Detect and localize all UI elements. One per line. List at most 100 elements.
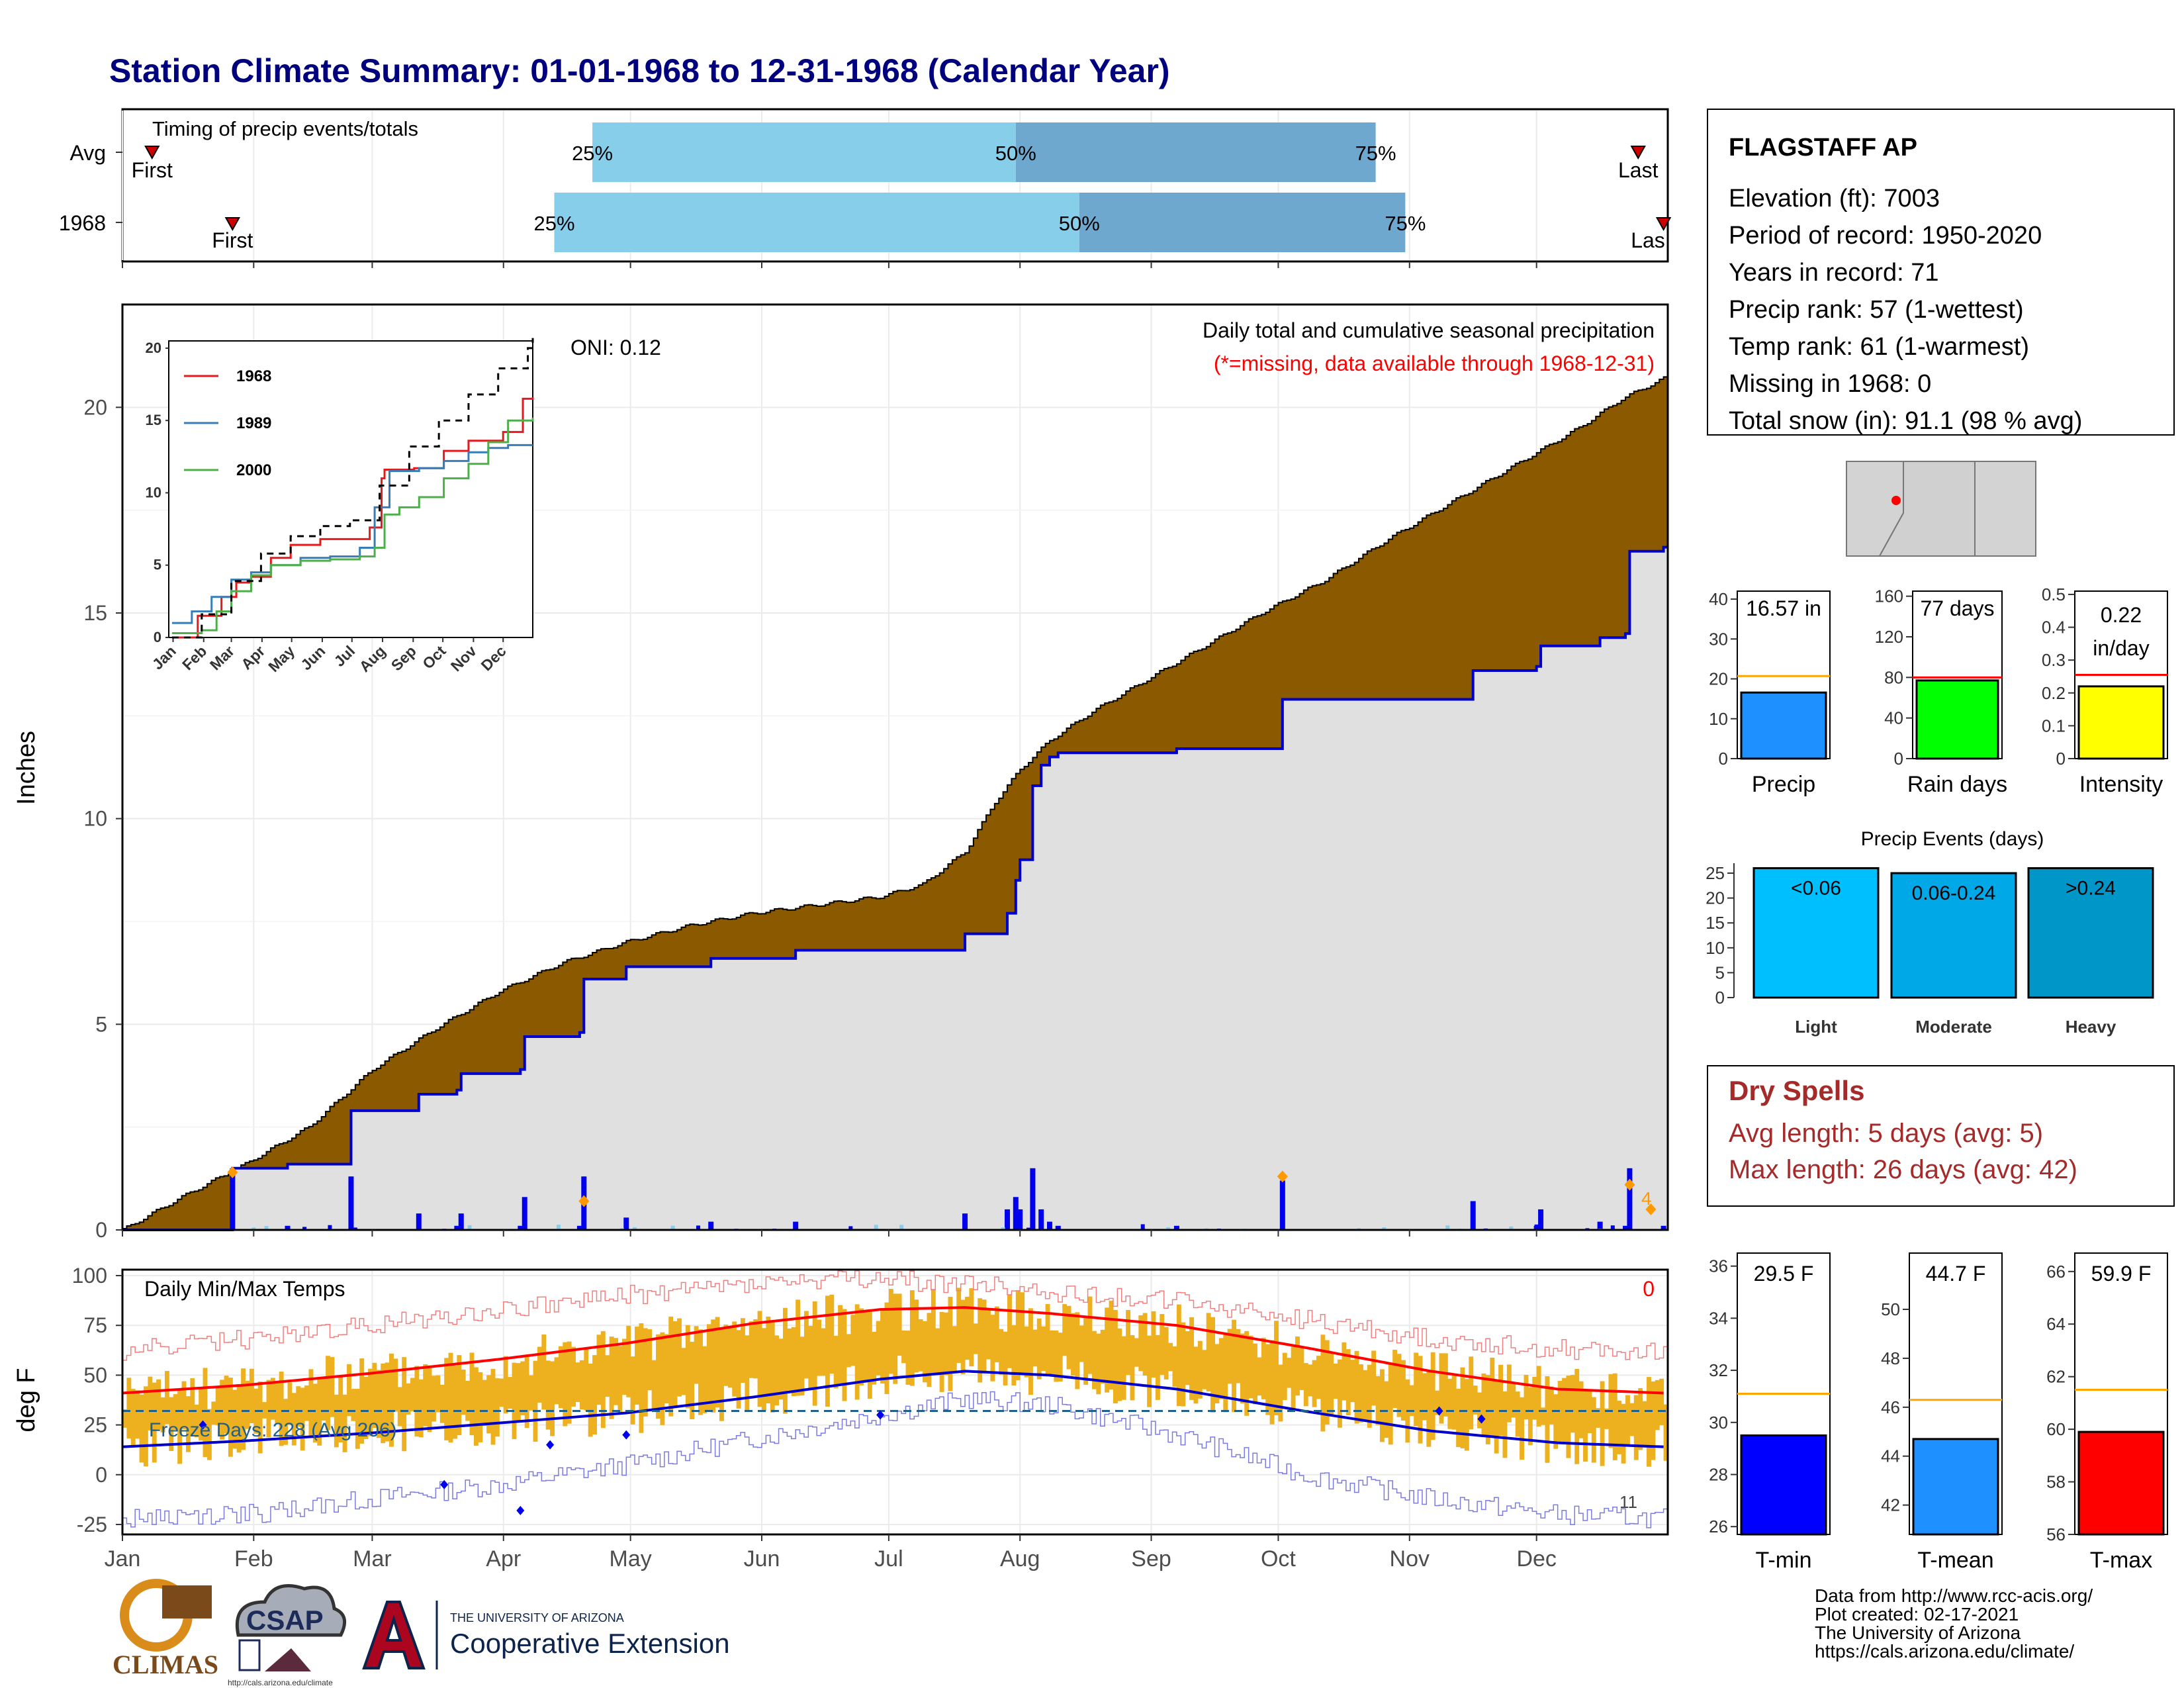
daily-temp-bar [236, 1384, 242, 1453]
daily-temp-bar [888, 1289, 893, 1374]
dry-spells-avg: Avg length: 5 days (avg: 5) [1729, 1119, 2043, 1148]
inset-ytick-label: 5 [154, 557, 161, 573]
small-bar-ytick-label: 44 [1881, 1446, 1900, 1466]
daily-temp-bar [833, 1335, 839, 1389]
daily-temp-bar [719, 1327, 724, 1421]
daily-temp-bar [376, 1370, 381, 1438]
daily-temp-bar [181, 1381, 187, 1430]
daily-temp-bar [1066, 1305, 1071, 1370]
daily-temp-bar [1100, 1329, 1105, 1384]
station-line-precip-rank: Precip rank: 57 (1-wettest) [1729, 296, 2024, 324]
dry-spells-frame [1707, 1065, 2175, 1207]
daily-temp-bar [385, 1362, 390, 1442]
daily-temp-bar [1181, 1322, 1186, 1407]
daily-temp-bar [1155, 1335, 1160, 1400]
daily-temp-bar [537, 1346, 542, 1403]
inset-legend-label: 1968 [236, 367, 271, 385]
daily-temp-bar [275, 1382, 280, 1425]
daily-precip-bar [1279, 1180, 1285, 1230]
daily-temp-bar [1460, 1367, 1465, 1448]
inset-ytick-label: 0 [154, 629, 161, 645]
daily-temp-bar [935, 1328, 940, 1375]
daily-temp-bar [304, 1385, 309, 1421]
daily-temp-bar [1223, 1333, 1228, 1413]
daily-temp-bar [1210, 1317, 1215, 1413]
daily-temp-bar [1117, 1328, 1122, 1401]
timing-first-marker [144, 146, 160, 160]
daily-precip-bar [1661, 1225, 1666, 1230]
daily-temp-bar [567, 1341, 572, 1424]
daily-precip-bar [1017, 1209, 1023, 1230]
daily-temp-bar [541, 1334, 547, 1410]
daily-temp-bar [291, 1393, 296, 1446]
daily-temp-bar [1024, 1326, 1029, 1378]
timing-first-marker [224, 217, 241, 232]
timing-bar-q50-q75 [1015, 122, 1376, 182]
footer-line-2: Plot created: 02-17-2021 [1815, 1604, 2019, 1624]
station-name: FLAGSTAFF AP [1729, 134, 1917, 162]
timing-q25-label: 25% [572, 142, 613, 165]
daily-temp-bar [1287, 1358, 1292, 1388]
daily-temp-bar [939, 1311, 944, 1392]
daily-temp-bar [1536, 1366, 1541, 1427]
small-bar-value [1915, 679, 1999, 760]
daily-precip-bar [1623, 1225, 1629, 1230]
daily-temp-bar [923, 1321, 927, 1383]
dry-spells-max: Max length: 26 days (avg: 42) [1729, 1155, 2077, 1184]
map-state-east [1974, 461, 2036, 557]
daily-temp-bar [677, 1318, 682, 1397]
daily-temp-bar [152, 1382, 157, 1463]
daily-temp-bar [808, 1326, 813, 1388]
small-bar-ytick-label: 0 [1719, 749, 1728, 769]
daily-temp-bar [1498, 1364, 1504, 1436]
daily-temp-bar [1439, 1353, 1444, 1424]
timing-q75-label: 75% [1355, 142, 1396, 165]
daily-temp-bar [1130, 1335, 1135, 1401]
daily-temp-bar [563, 1342, 568, 1427]
precip-ytick-label: 10 [83, 807, 107, 831]
events-bar [2027, 867, 2154, 999]
record-min-line [122, 1391, 1668, 1528]
daily-temp-bar [592, 1355, 597, 1435]
small-bar-category-label: T-min [1756, 1548, 1812, 1573]
daily-temp-bar [1253, 1343, 1257, 1405]
daily-temp-bar [1015, 1290, 1021, 1381]
daily-temp-bar [1379, 1369, 1385, 1442]
daily-temp-bar [1151, 1311, 1156, 1378]
daily-precip-bar [1055, 1225, 1061, 1230]
daily-temp-bar [647, 1329, 653, 1391]
daily-temp-bar [1384, 1381, 1389, 1438]
daily-temp-bar [533, 1360, 538, 1442]
daily-temp-bar [1087, 1296, 1093, 1374]
precip-ytick-label: 20 [83, 395, 107, 419]
daily-temp-bar [1007, 1294, 1012, 1368]
daily-temp-bar [1303, 1363, 1308, 1407]
daily-temp-bar [1621, 1403, 1626, 1464]
daily-temp-bar [215, 1387, 220, 1425]
timing-row-label: Avg [69, 141, 106, 165]
daily-temp-bar [1485, 1375, 1490, 1444]
year-cumulative-area [122, 547, 1668, 1230]
daily-temp-bar [884, 1302, 889, 1394]
daily-temp-bar [423, 1364, 428, 1427]
daily-temp-bar [1469, 1356, 1474, 1430]
daily-temp-bar [482, 1380, 487, 1427]
daily-temp-bar [986, 1309, 991, 1360]
small-bar-ytick-label: 48 [1881, 1348, 1900, 1368]
daily-temp-bar [829, 1294, 835, 1374]
daily-temp-bar [241, 1368, 246, 1450]
station-location-dot [1891, 496, 1901, 505]
events-bar-label: 0.06-0.24 [1912, 882, 1996, 904]
timing-last-label: Last [1618, 158, 1659, 182]
daily-temp-bar [1316, 1356, 1321, 1399]
station-line-missing: Missing in 1968: 0 [1729, 370, 1931, 398]
daily-temp-bar [1659, 1378, 1664, 1425]
daily-temp-bar [960, 1299, 966, 1375]
csap-bars-icon [238, 1639, 261, 1671]
record-max-line [122, 1270, 1668, 1361]
daily-temp-bar [1109, 1300, 1114, 1390]
corner-count: 4 [1641, 1188, 1652, 1209]
daily-temp-bar [1396, 1354, 1402, 1417]
small-bar-ytick-label: 32 [1709, 1360, 1728, 1380]
temp-ytick-label: 75 [83, 1313, 107, 1337]
